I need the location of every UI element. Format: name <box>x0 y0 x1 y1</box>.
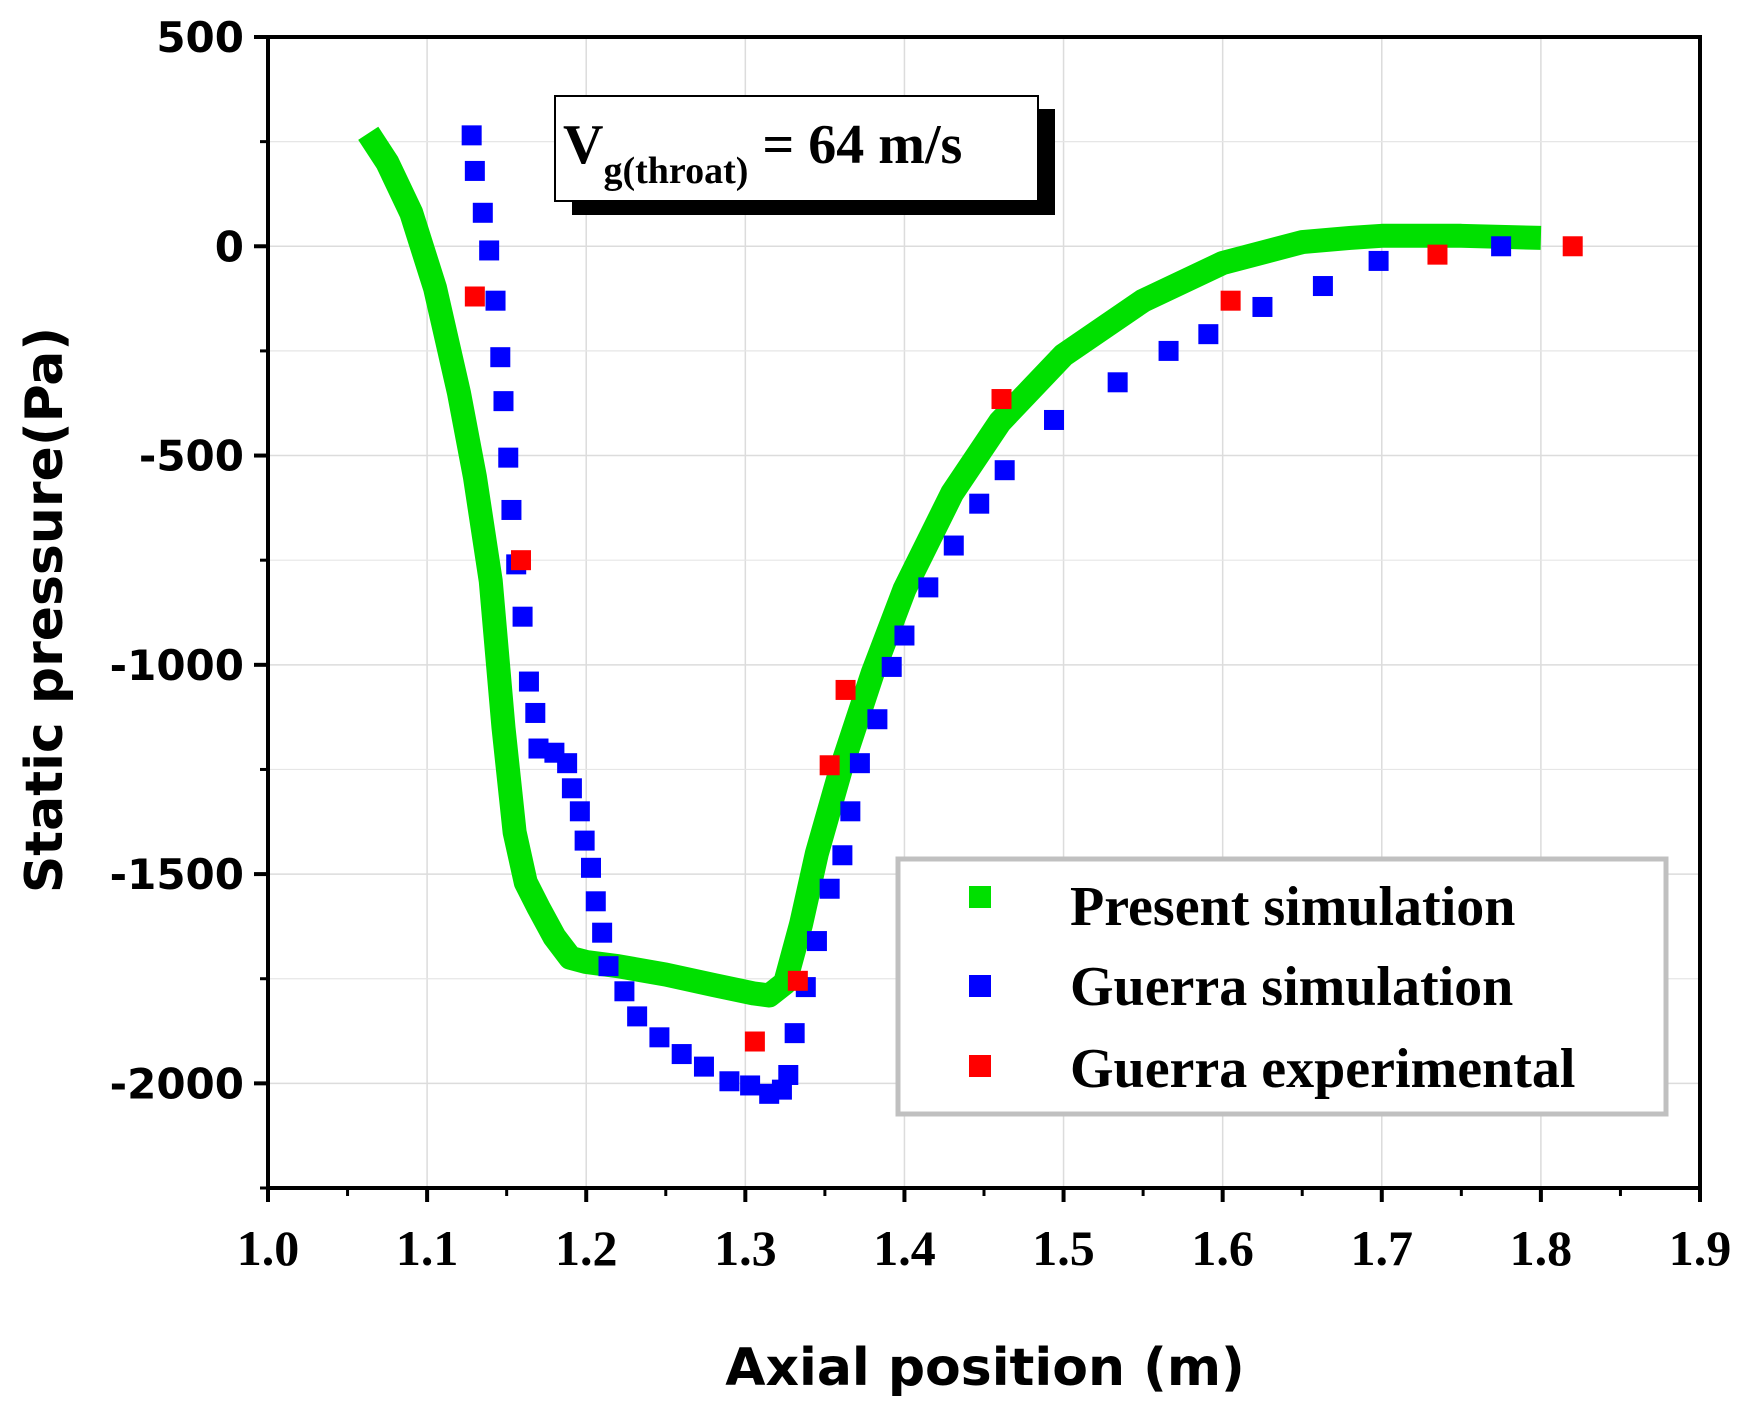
guerra-simulation-point <box>1198 324 1219 345</box>
guerra-simulation-point <box>512 606 533 627</box>
guerra-simulation-point <box>671 1044 692 1065</box>
guerra-experimental-point <box>1427 244 1448 265</box>
guerra-simulation-point <box>806 931 827 952</box>
guerra-simulation-point <box>557 753 578 774</box>
guerra-simulation-point <box>693 1056 714 1077</box>
guerra-simulation-point <box>649 1027 670 1048</box>
x-tick-label: 1.3 <box>714 1220 777 1276</box>
annotation-text: Vg(throat) = 64 m/s <box>563 114 962 192</box>
guerra-simulation-point <box>479 240 500 261</box>
legend-box <box>895 856 1669 1117</box>
guerra-simulation-point <box>580 857 601 878</box>
guerra-simulation-point <box>969 493 990 514</box>
guerra-simulation-point <box>918 577 939 598</box>
legend-marker-guerra-simulation <box>969 975 991 997</box>
guerra-simulation-point <box>1107 372 1128 393</box>
guerra-simulation-point <box>867 709 888 730</box>
guerra-simulation-point <box>614 981 635 1002</box>
x-tick-label: 1.7 <box>1351 1220 1414 1276</box>
legend-label-guerra-simulation: Guerra simulation <box>1070 956 1513 1018</box>
y-tick-label: -1500 <box>110 850 244 899</box>
guerra-simulation-point <box>501 499 522 520</box>
guerra-experimental-series <box>464 236 1583 1052</box>
y-tick-label: 0 <box>215 222 244 271</box>
guerra-experimental-point <box>744 1031 765 1052</box>
guerra-simulation-point <box>592 922 613 943</box>
guerra-simulation-point <box>1044 409 1065 430</box>
guerra-simulation-point <box>943 535 964 556</box>
guerra-simulation-point <box>719 1071 740 1092</box>
guerra-simulation-point <box>881 656 902 677</box>
legend: Present simulation Guerra simulation Gue… <box>895 856 1669 1117</box>
y-tick-label: 500 <box>156 13 244 62</box>
axis-ticks <box>254 35 1702 1202</box>
x-tick-label: 1.9 <box>1669 1220 1732 1276</box>
guerra-simulation-point <box>627 1006 648 1027</box>
guerra-experimental-point <box>464 286 485 307</box>
guerra-simulation-point <box>1368 250 1389 271</box>
guerra-simulation-point <box>1491 236 1512 257</box>
guerra-experimental-point <box>991 389 1012 410</box>
guerra-simulation-point <box>1312 276 1333 297</box>
legend-marker-guerra-experimental <box>969 1055 991 1077</box>
guerra-simulation-point <box>498 447 519 468</box>
guerra-simulation-point <box>485 290 506 311</box>
guerra-simulation-point <box>832 845 853 866</box>
guerra-simulation-point <box>598 956 619 977</box>
guerra-simulation-point <box>1158 340 1179 361</box>
guerra-experimental-point <box>835 679 856 700</box>
x-tick-label: 1.0 <box>237 1220 300 1276</box>
guerra-experimental-point <box>819 755 840 776</box>
y-tick-label: -2000 <box>110 1059 244 1108</box>
annotation-box <box>554 95 1039 202</box>
guerra-simulation-point <box>525 702 546 723</box>
x-axis-title: Axial position (m) <box>725 1338 1245 1398</box>
guerra-simulation-point <box>518 671 539 692</box>
guerra-simulation-point <box>472 202 493 223</box>
guerra-experimental-point <box>1562 236 1583 257</box>
guerra-simulation-point <box>784 1023 805 1044</box>
guerra-experimental-point <box>510 550 531 571</box>
y-tick-label: -500 <box>139 432 244 481</box>
tick-labels: 1.0 1.1 1.2 1.3 1.4 1.5 1.6 1.7 1.8 1.9 500 0 -500 -1… <box>110 13 1732 1276</box>
guerra-experimental-point <box>1220 290 1241 311</box>
annotation-rest: = 64 m/s <box>748 114 962 176</box>
legend-marker-present-simulation <box>969 886 991 908</box>
guerra-simulation-point <box>490 347 511 368</box>
guerra-simulation-point <box>528 738 549 759</box>
guerra-simulation-point <box>994 460 1015 481</box>
guerra-simulation-series <box>461 125 1512 1104</box>
legend-label-guerra-experimental: Guerra experimental <box>1070 1038 1575 1100</box>
x-tick-label: 1.1 <box>396 1220 459 1276</box>
guerra-simulation-point <box>840 801 861 822</box>
guerra-simulation-point <box>740 1075 761 1096</box>
guerra-simulation-point <box>464 160 485 181</box>
guerra-simulation-point <box>894 625 915 646</box>
guerra-simulation-point <box>1252 296 1273 317</box>
x-tick-label: 1.4 <box>873 1220 936 1276</box>
x-tick-label: 1.6 <box>1191 1220 1254 1276</box>
annotation-subscript: g(throat) <box>603 150 748 192</box>
x-tick-label: 1.5 <box>1032 1220 1095 1276</box>
present-simulation-line <box>358 126 1542 1008</box>
guerra-simulation-point <box>569 801 590 822</box>
present-simulation-series <box>358 126 1542 1008</box>
guerra-simulation-point <box>493 391 514 412</box>
x-tick-label: 1.2 <box>555 1220 618 1276</box>
velocity-annotation: Vg(throat) = 64 m/s <box>554 95 1055 215</box>
y-tick-label: -1000 <box>110 641 244 690</box>
y-axis-title: Static pressure(Pa) <box>15 327 75 893</box>
guerra-simulation-point <box>585 891 606 912</box>
legend-label-present-simulation: Present simulation <box>1070 876 1515 938</box>
x-tick-label: 1.8 <box>1510 1220 1573 1276</box>
guerra-simulation-point <box>849 753 870 774</box>
guerra-simulation-point <box>461 125 482 146</box>
guerra-experimental-point <box>787 970 808 991</box>
guerra-simulation-point <box>778 1064 799 1085</box>
guerra-simulation-point <box>819 878 840 899</box>
annotation-main: V <box>563 114 603 176</box>
guerra-simulation-point <box>561 778 582 799</box>
guerra-simulation-point <box>574 830 595 851</box>
